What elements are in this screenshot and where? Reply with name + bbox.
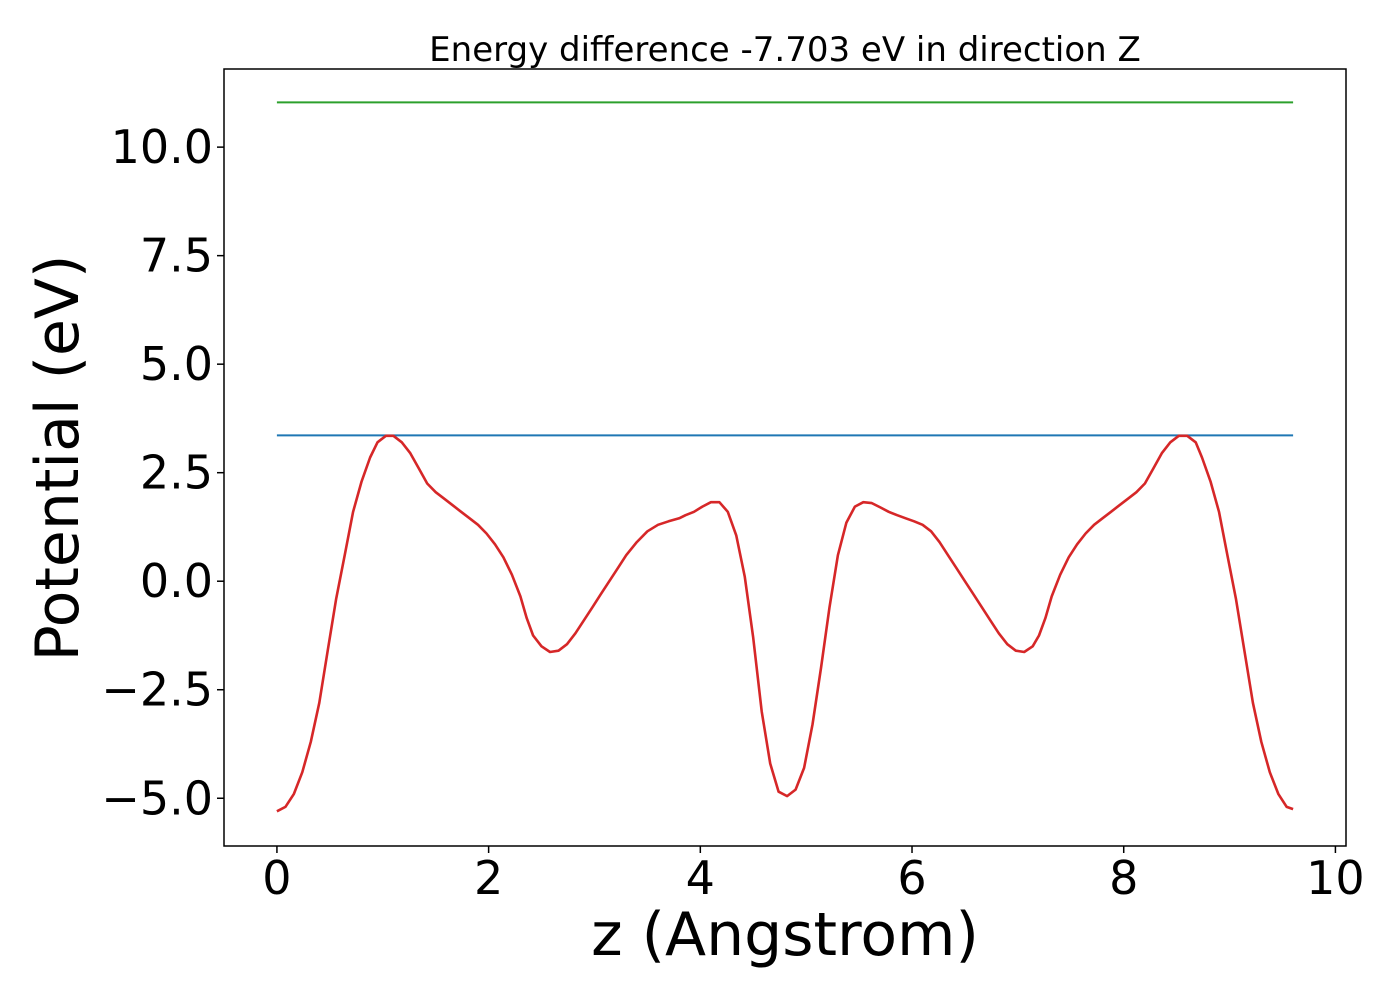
y-tick-label: 7.5 [140, 229, 213, 283]
plot-frame [223, 68, 1347, 847]
y-tick-label: −2.5 [101, 663, 213, 717]
y-tick-label: 2.5 [140, 446, 213, 500]
x-tick-label: 6 [897, 851, 926, 905]
series-layer [276, 101, 1294, 813]
x-tick-label: 0 [262, 851, 291, 905]
y-tick-label: 10.0 [111, 120, 213, 174]
x-tick-label: 2 [474, 851, 503, 905]
x-tick-label: 8 [1109, 851, 1138, 905]
y-tick-label: 0.0 [140, 554, 213, 608]
x-tick-label: 4 [686, 851, 715, 905]
x-axis-title: z (Angstrom) [591, 900, 979, 970]
potential-curve [276, 434, 1294, 813]
x-tick-label: 10 [1306, 851, 1365, 905]
chart-title: Energy difference -7.703 eV in direction… [429, 30, 1141, 70]
y-axis-title: Potential (eV) [23, 255, 93, 662]
y-tick-label: 5.0 [140, 337, 213, 391]
y-axis: −5.0 −2.5 0.0 2.5 5.0 7.5 10.0 [101, 120, 224, 825]
x-axis: 0 2 4 6 8 10 [262, 846, 1365, 905]
y-tick-label: −5.0 [101, 771, 213, 825]
